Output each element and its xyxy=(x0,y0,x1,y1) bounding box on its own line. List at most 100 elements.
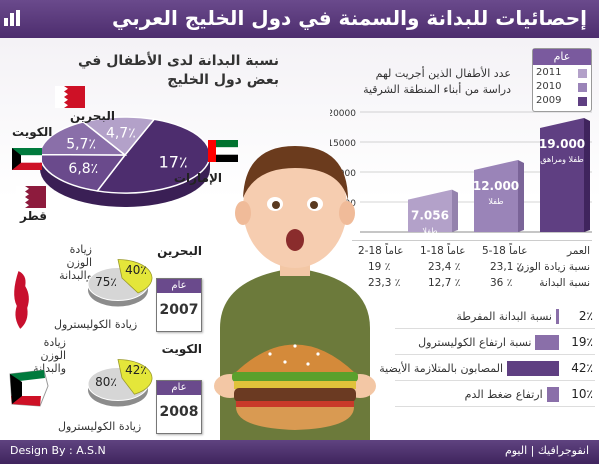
table-cell: 23,1 ٪ xyxy=(490,261,523,273)
bars-desc-line1: عدد الأطفال الذين أجريت لهم xyxy=(375,67,511,80)
pie-slice xyxy=(95,118,211,194)
hbar xyxy=(546,387,559,402)
hbar-label: نسبة البدانة المفرطة xyxy=(456,310,552,323)
table-row: نسبة زيادة الوزن 23,1 ٪ 23,4 ٪ 19 ٪ xyxy=(352,261,592,276)
bahrain-chol-label: زيادة الكوليسترول xyxy=(54,318,138,331)
kuwait-calendar-label: عام xyxy=(157,381,201,395)
kuwait-pie-chart: 42٪ 80٪ xyxy=(87,359,153,407)
legend-swatch-2010 xyxy=(578,83,587,92)
pie-title-line1: نسبة البدانة لدى الأطفال في xyxy=(77,53,279,69)
age-table: العمر 5-18 عاماً 1-18 عاماً 2-18 عاماً ن… xyxy=(352,240,592,293)
legend-year-2011: 2011 xyxy=(536,67,562,78)
legend-year-2009: 2009 xyxy=(536,95,562,106)
table-cell: 23,4 ٪ xyxy=(428,261,461,273)
bahrain-box: البحرين زيادة الوزن والبدانة 40٪ 75٪ زياد… xyxy=(6,238,202,334)
footer-source: انفوجرافيك | اليوم xyxy=(504,444,589,457)
pie-slice xyxy=(117,259,153,294)
kuwait-flag-icon xyxy=(12,148,42,170)
pie-value-label: 5,7٪ xyxy=(66,136,96,152)
y-tick-label: 15000 xyxy=(330,139,356,149)
bar-value-label: 7.056 xyxy=(411,209,449,223)
gulf-pie-chart: 17٪ 6,8٪ 5,7٪ 4,7٪ الإمارات قطر الكويت البحرين xyxy=(12,109,222,223)
hbar-value: 42٪ xyxy=(571,361,593,375)
bar xyxy=(540,118,584,232)
qatar-flag-icon xyxy=(16,186,46,208)
kuwait-year: 2008 xyxy=(159,404,199,420)
table-cell: 23,3 ٪ xyxy=(368,277,401,289)
pie-value-label: 42٪ xyxy=(125,363,147,377)
pie-value-label: 40٪ xyxy=(125,263,147,277)
hbar-row: 19٪ نسبة ارتفاع الكوليسترول xyxy=(395,332,595,355)
hbar-label: نسبة ارتفاع الكوليسترول xyxy=(418,336,532,349)
table-header-row: العمر 5-18 عاماً 1-18 عاماً 2-18 عاماً xyxy=(352,245,592,260)
bar-value-label: 19.000 xyxy=(539,137,585,151)
chart-icon xyxy=(4,10,20,26)
legend-swatch-2009 xyxy=(578,97,587,106)
pie-country-label: قطر xyxy=(19,209,47,223)
bahrain-overweight-label-line2: والبدانة xyxy=(59,269,92,282)
footer-bar xyxy=(0,440,599,464)
pie-value-label: 6,8٪ xyxy=(68,161,98,177)
year-legend-title: عام xyxy=(533,49,591,65)
bahrain-overweight-label: زيادة الوزن والبدانة xyxy=(44,243,92,282)
table-row: نسبة البدانة 36 ٪ 12,7 ٪ 23,3 ٪ xyxy=(352,277,592,292)
footer-credit: Design By : A.S.N xyxy=(10,444,106,457)
hbar-row: 42٪ المصابون بالمتلازمة الأيضية xyxy=(379,358,595,381)
kuwait-overweight-label: زيادة الوزن والبدانة xyxy=(18,336,66,375)
table-col-header: العمر xyxy=(566,245,590,257)
hbar-row: 2٪ نسبة البدانة المفرطة xyxy=(395,306,595,329)
table-age-group: 2-18 عاماً xyxy=(358,245,404,257)
year-legend: عام 2011 2010 2009 xyxy=(532,48,592,112)
bar-sub-label: طفلا ومراهق xyxy=(540,155,583,164)
pie-value-label: 75٪ xyxy=(95,275,117,289)
pie-value-label: 4,7٪ xyxy=(106,125,136,141)
bahrain-pie-chart: 40٪ 75٪ xyxy=(87,259,153,307)
table-cell: 36 ٪ xyxy=(490,277,513,289)
bahrain-calendar-label: عام xyxy=(157,279,201,293)
pie-slice xyxy=(81,116,156,157)
year-legend-items: 2011 2010 2009 xyxy=(533,65,591,111)
kuwait-chol-label: زيادة الكوليسترول xyxy=(58,420,142,433)
kuwait-box-country: الكويت xyxy=(161,342,202,356)
kuwait-box: الكويت زيادة الوزن والبدانة 42٪ 80٪ زيادة… xyxy=(6,336,202,436)
pie-country-label: الإمارات xyxy=(174,171,222,185)
table-cell: 12,7 ٪ xyxy=(428,277,461,289)
pie-title: نسبة البدانة لدى الأطفال في بعض دول الخل… xyxy=(39,52,279,90)
bahrain-overweight-label-line1: زيادة الوزن xyxy=(66,243,92,269)
bahrain-map-icon xyxy=(12,269,31,332)
table-age-group: 1-18 عاماً xyxy=(420,245,466,257)
hbar xyxy=(507,361,559,376)
hbar xyxy=(535,335,559,350)
child-with-burger-illustration xyxy=(214,146,376,440)
bahrain-year: 2007 xyxy=(159,302,199,318)
hbar-row: 10٪ ارتفاع ضغط الدم xyxy=(395,384,595,407)
bahrain-flag-icon xyxy=(55,86,85,108)
bars-desc-line2: دراسة من أبناء المنطقة الشرقية xyxy=(363,83,511,96)
bars-description: عدد الأطفال الذين أجريت لهم دراسة من أبن… xyxy=(331,66,511,98)
table-row-label: نسبة زيادة الوزن xyxy=(516,261,590,273)
hbar-label: ارتفاع ضغط الدم xyxy=(464,388,543,401)
page-title: إحصائيات للبدانة والسمنة في دول الخليج ا… xyxy=(111,6,587,30)
pie-country-label: الكويت xyxy=(12,125,52,140)
hbar-label: المصابون بالمتلازمة الأيضية xyxy=(379,362,503,375)
kuwait-overweight-label-line1: زيادة الوزن xyxy=(40,336,66,362)
table-cell: 19 ٪ xyxy=(368,261,391,273)
bar-value-label: 12.000 xyxy=(473,179,519,193)
pie-title-line2: بعض دول الخليج xyxy=(167,72,279,88)
hbar-value: 2٪ xyxy=(578,309,593,323)
bahrain-calendar: عام 2007 xyxy=(156,278,202,332)
bar xyxy=(474,160,518,232)
uae-flag-icon xyxy=(208,140,238,162)
bar xyxy=(408,189,452,232)
bahrain-box-country: البحرين xyxy=(157,244,202,258)
hbar xyxy=(556,309,559,324)
bar-sub-label: طفلا xyxy=(488,197,503,206)
hbar-chart: 2٪ نسبة البدانة المفرطة 19٪ نسبة ارتفاع الك… xyxy=(379,304,595,412)
kuwait-calendar: عام 2008 xyxy=(156,380,202,434)
title-bar xyxy=(0,0,599,38)
pie-country-label: البحرين xyxy=(70,109,115,123)
pie-value-label: 80٪ xyxy=(95,375,117,389)
table-age-group: 5-18 عاماً xyxy=(482,245,528,257)
